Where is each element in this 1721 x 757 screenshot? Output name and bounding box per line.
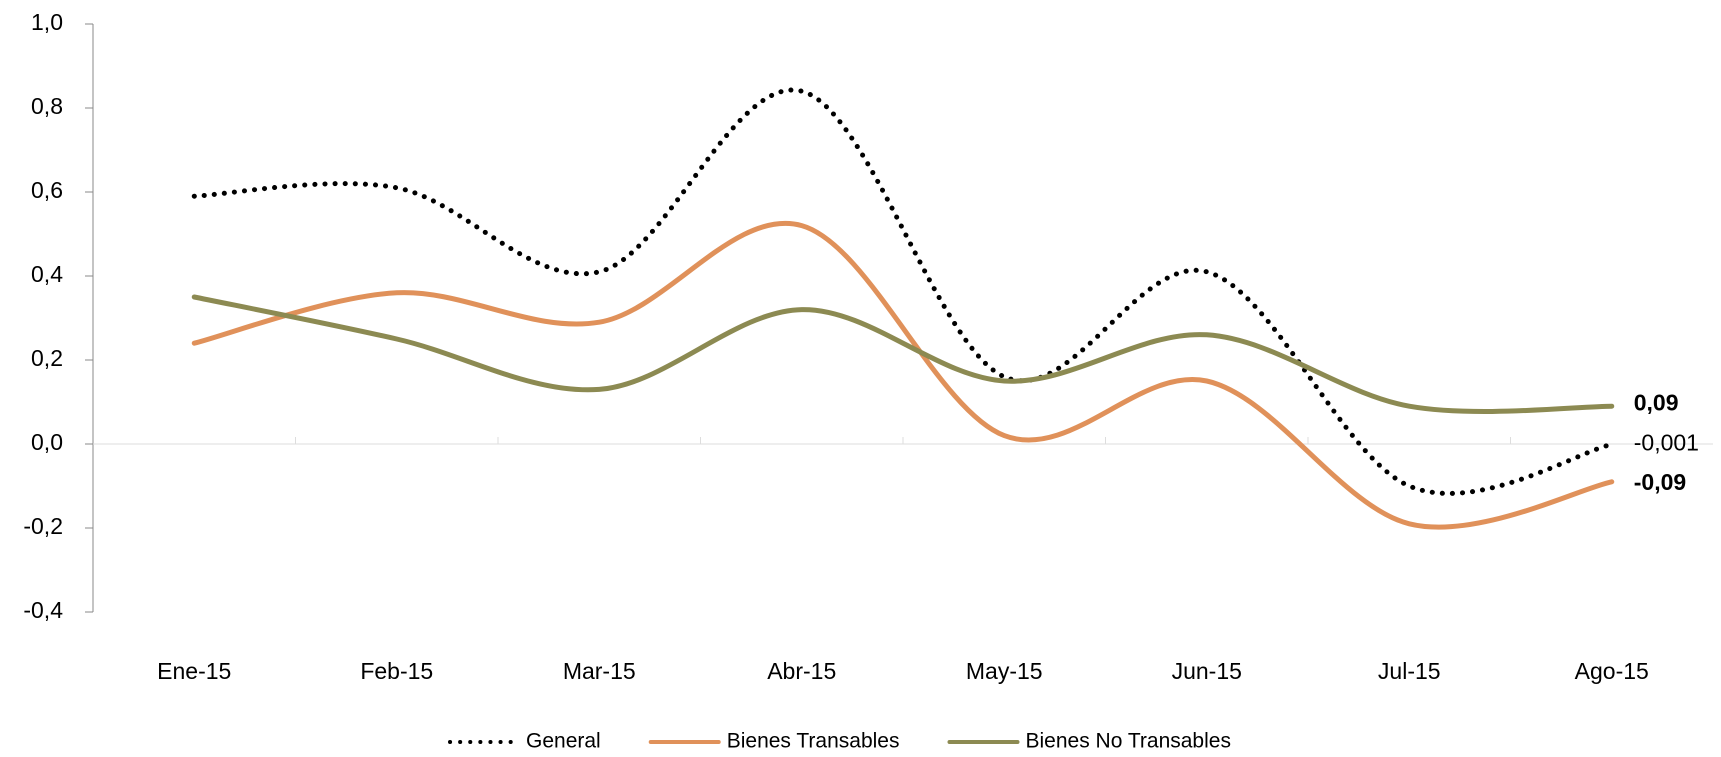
data-label: -0,001 (1634, 429, 1699, 455)
series-line (191, 294, 1615, 414)
series-line (191, 220, 1615, 530)
x-tick-label: Mar-15 (563, 658, 636, 684)
y-tick-label: 0,8 (31, 93, 63, 119)
y-tick-label: 0,6 (31, 177, 63, 203)
y-tick-label: 0,4 (31, 261, 63, 287)
legend-label: Bienes Transables (727, 730, 900, 753)
data-label: 0,09 (1634, 389, 1679, 415)
legend-label: General (526, 730, 601, 753)
x-tick-label: Ene-15 (157, 658, 231, 684)
y-tick-label: -0,4 (23, 597, 63, 623)
x-tick-label: May-15 (966, 658, 1043, 684)
y-tick-label: 1,0 (31, 9, 63, 35)
y-tick-label: -0,2 (23, 513, 63, 539)
x-tick-label: Ago-15 (1575, 658, 1649, 684)
legend-label: Bienes No Transables (1026, 730, 1231, 753)
x-tick-label: Abr-15 (767, 658, 836, 684)
data-label: -0,09 (1634, 469, 1686, 495)
x-tick-label: Jul-15 (1378, 658, 1441, 684)
y-tick-label: 0,2 (31, 345, 63, 371)
y-tick-label: 0,0 (31, 429, 63, 455)
x-tick-label: Jun-15 (1172, 658, 1242, 684)
x-tick-label: Feb-15 (360, 658, 433, 684)
